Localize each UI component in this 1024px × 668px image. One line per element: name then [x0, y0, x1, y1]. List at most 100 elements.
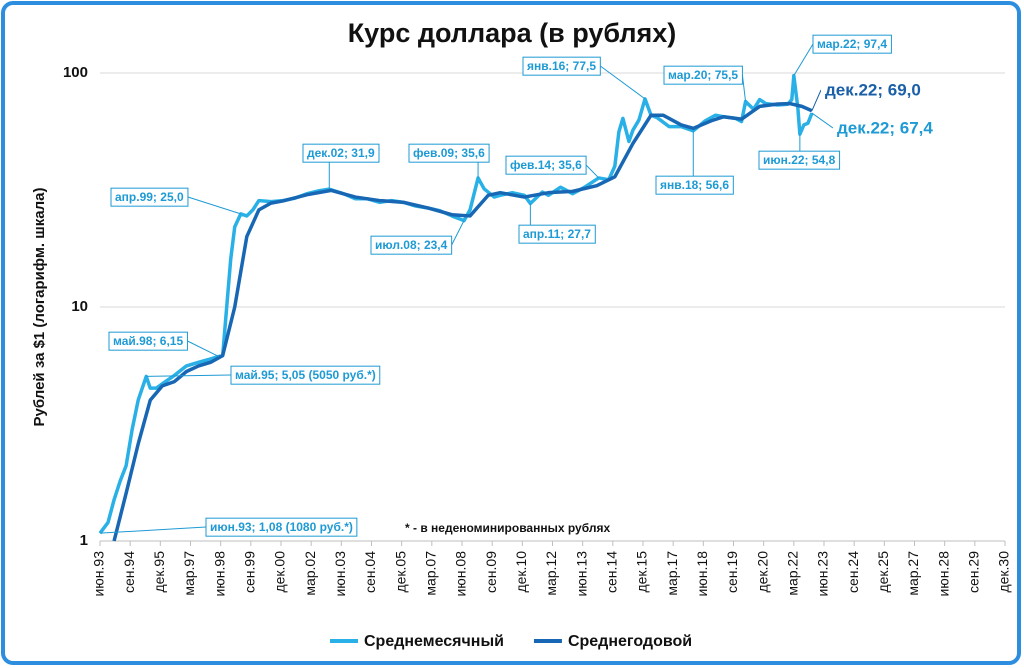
x-tick-label: мар.27 [905, 551, 921, 596]
annotation-box [518, 224, 596, 244]
annotation-box [110, 187, 189, 207]
annotation: май.95; 5,05 (5050 руб.*) [230, 365, 381, 385]
note: * - в неденоминированных рублях [405, 521, 610, 535]
x-tick-label: сен.29 [966, 551, 982, 593]
annotation-box [522, 56, 601, 76]
legend-label: Среднемесячный [364, 633, 504, 650]
x-tick-label: дек.15 [634, 551, 650, 593]
annotation: май.98; 6,15 [108, 331, 188, 351]
annotation-box [812, 34, 892, 54]
annotation: дек.02; 31,9 [302, 143, 380, 163]
y-axis-label: Рублей за $1 (логарифм. шкала) [31, 188, 48, 427]
annotation-label: дек.22; 67,4 [837, 118, 933, 137]
annotation-leader [451, 220, 465, 246]
annotation-label: мар.22; 97,4 [817, 37, 887, 51]
annotation-box [108, 331, 188, 351]
x-tick-label: сен.24 [845, 551, 861, 593]
annotation-label: дек.02; 31,9 [307, 146, 375, 160]
x-tick-label: дек.05 [392, 551, 408, 593]
annotation: июн.22; 54,8 [758, 150, 841, 170]
x-tick-label: мар.02 [302, 551, 318, 596]
legend-label: Среднегодовой [568, 633, 692, 650]
annotation-box [205, 517, 358, 537]
annotation-box [505, 155, 587, 175]
annotation-leader [99, 526, 207, 534]
annotation-box [655, 175, 734, 195]
annotation-label: май.95; 5,05 (5050 руб.*) [235, 368, 376, 382]
x-tick-label: дек.20 [754, 551, 770, 593]
annotation: дек.22; 67,4 [833, 116, 938, 140]
annotation: фев.14; 35,6 [505, 155, 587, 175]
annotation-box [408, 143, 490, 163]
annotation-label: июн.93; 1,08 (1080 руб.*) [210, 520, 353, 534]
annotation-box [833, 116, 938, 140]
annotation-box [302, 143, 380, 163]
annotation-leader [146, 374, 232, 377]
annotation: апр.99; 25,0 [110, 187, 189, 207]
x-tick-label: июн.23 [815, 551, 831, 597]
annotation: июл.08; 23,4 [370, 235, 453, 255]
x-tick-label: июн.93 [91, 551, 107, 597]
y-tick-label: 100 [63, 64, 88, 81]
annotation-label: апр.11; 27,7 [523, 227, 591, 241]
annotation: апр.11; 27,7 [518, 224, 596, 244]
annotation-leader [600, 65, 646, 100]
x-tick-label: сен.99 [242, 551, 258, 593]
annotation: мар.20; 75,5 [663, 65, 743, 85]
annotation-leader [187, 196, 241, 215]
x-tick-label: июн.28 [935, 551, 951, 597]
annotation-box [758, 150, 841, 170]
x-tick-label: мар.12 [543, 551, 559, 596]
x-tick-label: сен.04 [362, 551, 378, 593]
annotation-box [663, 65, 743, 85]
annotation: мар.22; 97,4 [812, 34, 892, 54]
x-tick-label: июн.08 [453, 551, 469, 597]
x-tick-label: июн.13 [573, 551, 589, 597]
x-tick-label: июн.98 [211, 551, 227, 597]
x-tick-label: дек.25 [875, 551, 891, 593]
x-tick-label: мар.07 [423, 551, 439, 596]
annotation-leader [741, 74, 747, 102]
annotation-leader [585, 164, 600, 179]
annotation: июн.93; 1,08 (1080 руб.*) [205, 517, 358, 537]
annotation-label: янв.16; 77,5 [527, 59, 596, 73]
x-tick-label: дек.30 [996, 551, 1012, 593]
x-tick-label: дек.00 [272, 551, 288, 593]
annotation-label: янв.18; 56,6 [660, 178, 729, 192]
annotation: дек.22; 69,0 [821, 78, 925, 102]
x-tick-label: сен.09 [483, 551, 499, 593]
chart-title: Курс доллара (в рублях) [348, 18, 677, 48]
x-tick-label: мар.22 [785, 551, 801, 596]
y-tick-label: 10 [71, 298, 88, 315]
annotation-label: дек.22; 69,0 [825, 80, 921, 99]
annotation-label: июл.08; 23,4 [375, 238, 448, 252]
annotation-leader [811, 112, 834, 129]
annotation-leader [811, 89, 822, 111]
x-tick-label: мар.17 [664, 551, 680, 596]
x-tick-label: дек.95 [151, 551, 167, 593]
annotation: янв.18; 56,6 [655, 175, 734, 195]
series-line [112, 101, 813, 542]
annotation-leader [187, 340, 219, 357]
x-tick-label: июн.18 [694, 551, 710, 597]
annotation-label: фев.14; 35,6 [510, 158, 582, 172]
y-tick-label: 1 [80, 532, 88, 549]
annotation-box [370, 235, 453, 255]
x-tick-label: дек.10 [513, 551, 529, 593]
x-tick-label: сен.14 [604, 551, 620, 593]
annotation-label: мар.20; 75,5 [668, 68, 738, 82]
annotation-box [821, 78, 925, 102]
x-tick-label: мар.97 [181, 551, 197, 596]
annotation-leader [793, 43, 814, 76]
annotation-label: май.98; 6,15 [113, 334, 183, 348]
annotation: янв.16; 77,5 [522, 56, 601, 76]
annotation-label: фев.09; 35,6 [413, 146, 485, 160]
x-tick-label: сен.19 [724, 551, 740, 593]
annotation-box [230, 365, 381, 385]
annotation: фев.09; 35,6 [408, 143, 490, 163]
annotation-label: апр.99; 25,0 [115, 190, 184, 204]
x-tick-label: сен.94 [121, 551, 137, 593]
x-tick-label: июн.03 [332, 551, 348, 597]
